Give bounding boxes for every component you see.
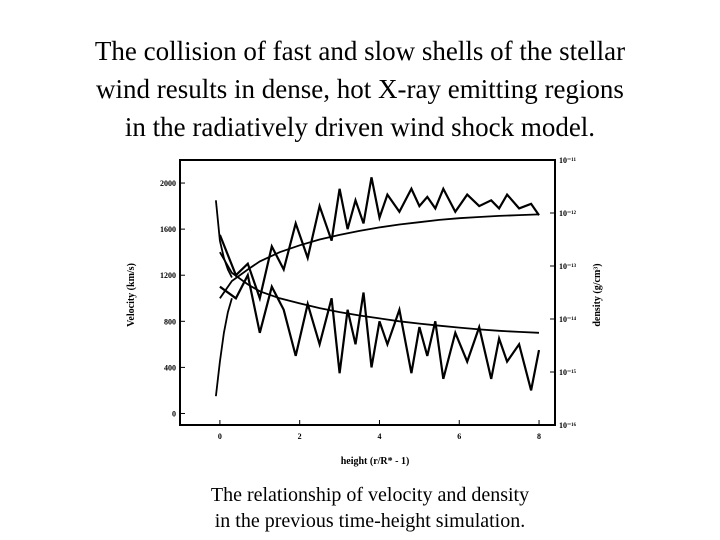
left-tick-label: 1600 <box>160 225 176 234</box>
series-line-3 <box>219 251 540 334</box>
bottom-tick-label: 4 <box>377 432 381 441</box>
left-tick-label: 1200 <box>160 271 176 280</box>
velocity-density-plot: 0 400 800 1200 1600 2000 10⁻¹⁶ 10⁻¹⁵ 10⁻¹⁴ 10⁻¹³… <box>110 150 610 475</box>
bottom-tick-label: 8 <box>537 432 541 441</box>
slide-title: The collision of fast and slow shells of… <box>20 32 700 146</box>
left-tick-label: 800 <box>164 317 176 326</box>
right-axis-label: density (g/cm³) <box>592 263 603 326</box>
series-line-2 <box>219 271 541 391</box>
right-tick-label: 10⁻¹³ <box>559 262 577 271</box>
figure-caption: The relationship of velocity and density… <box>140 482 600 534</box>
right-axis-ticks: 10⁻¹⁶ 10⁻¹⁵ 10⁻¹⁴ 10⁻¹³ 10⁻¹² 10⁻¹¹ <box>550 156 577 430</box>
series-line-5 <box>215 200 233 278</box>
bottom-tick-label: 2 <box>298 432 302 441</box>
plot-svg: 0 400 800 1200 1600 2000 10⁻¹⁶ 10⁻¹⁵ 10⁻¹⁴ 10⁻¹³… <box>126 156 603 467</box>
title-line-3: in the radiatively driven wind shock mod… <box>124 112 596 142</box>
series-line-1 <box>219 213 540 299</box>
left-tick-label: 2000 <box>160 179 176 188</box>
bottom-axis-ticks: 0 2 4 6 8 <box>218 420 541 441</box>
left-axis-ticks: 0 400 800 1200 1600 2000 <box>160 179 185 418</box>
x-axis-label: height (r/R* - 1) <box>341 456 410 467</box>
bottom-tick-label: 0 <box>218 432 222 441</box>
title-line-2: wind results in dense, hot X-ray emittin… <box>96 74 624 104</box>
right-tick-label: 10⁻¹² <box>559 209 577 218</box>
caption-line-2: in the previous time-height simulation. <box>214 510 526 532</box>
left-tick-label: 400 <box>164 363 176 372</box>
left-axis-label: Velocity (km/s) <box>126 263 137 327</box>
left-tick-label: 0 <box>172 409 176 418</box>
right-tick-label: 10⁻¹¹ <box>559 156 577 165</box>
series-line-4 <box>215 298 233 397</box>
right-tick-label: 10⁻¹⁴ <box>559 315 577 324</box>
caption-line-1: The relationship of velocity and density <box>210 484 530 506</box>
title-line-1: The collision of fast and slow shells of… <box>94 36 626 66</box>
series-group <box>215 177 541 397</box>
right-tick-label: 10⁻¹⁶ <box>559 421 577 430</box>
series-line-0 <box>218 177 540 303</box>
right-tick-label: 10⁻¹⁵ <box>559 368 577 377</box>
bottom-tick-label: 6 <box>457 432 461 441</box>
